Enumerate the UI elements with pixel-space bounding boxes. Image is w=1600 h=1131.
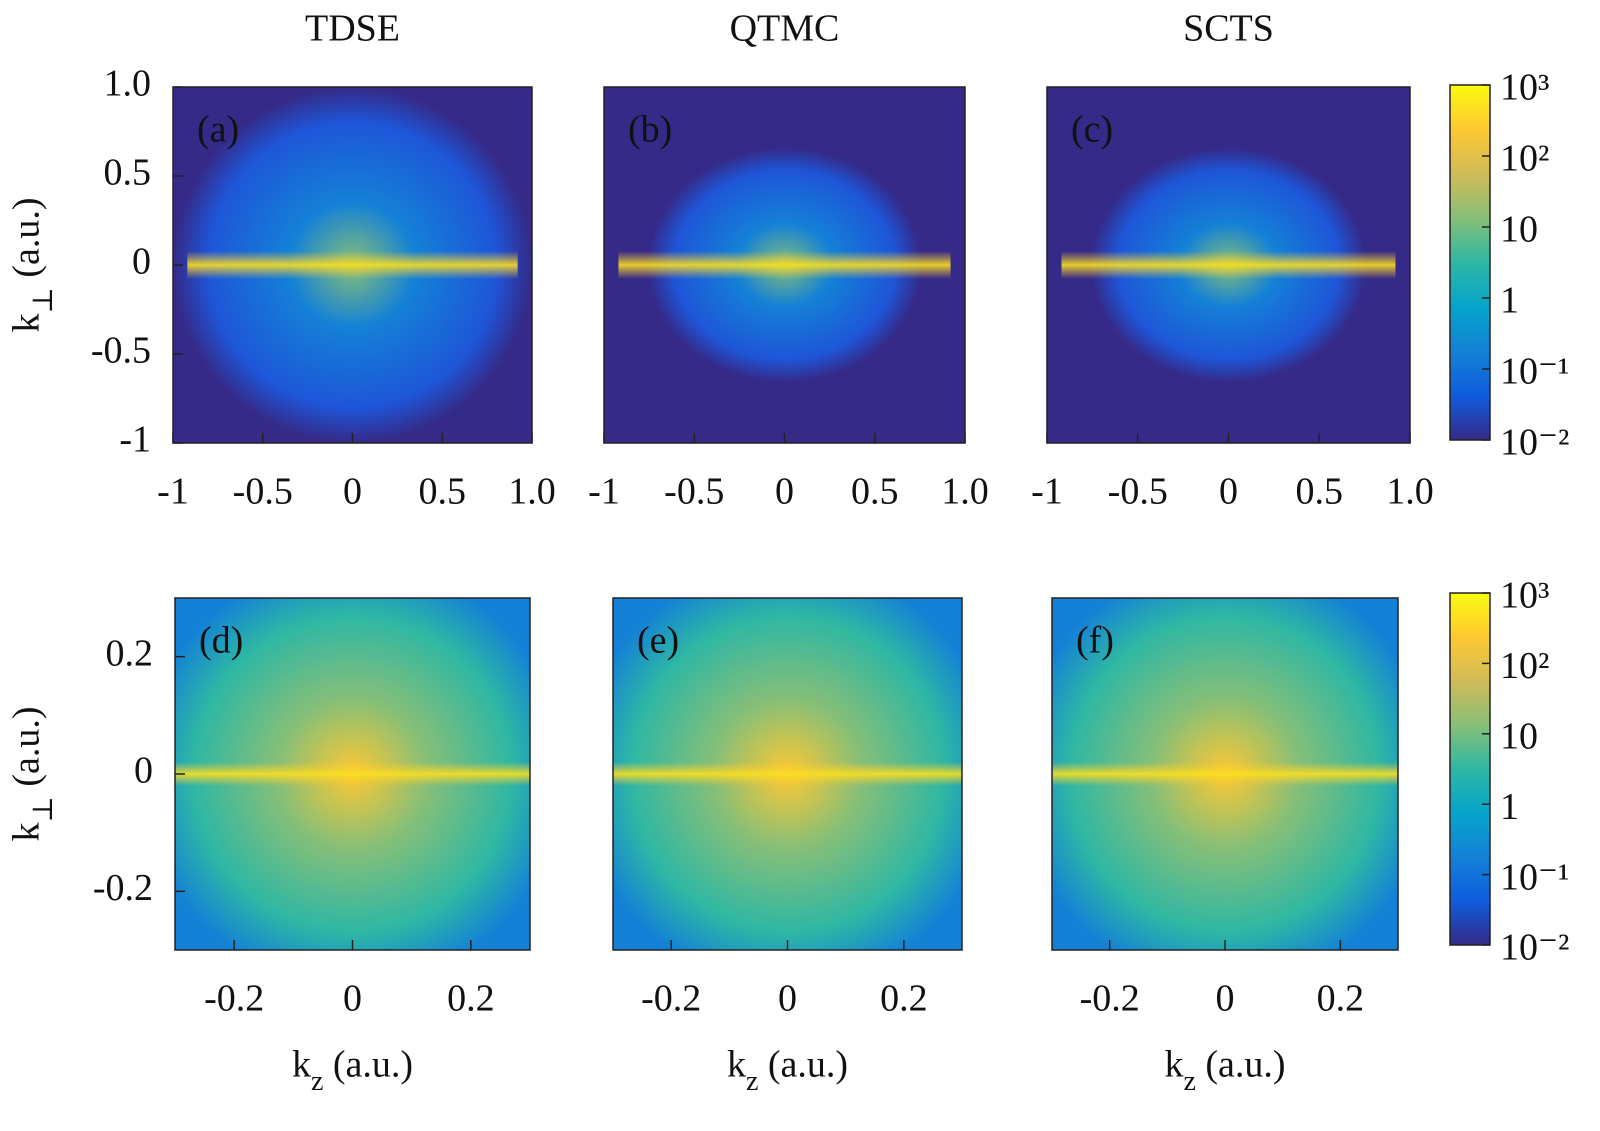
panel-label: (e) [637,620,679,662]
heatmap-band [175,762,530,786]
x-tick-label: 1.0 [941,471,989,513]
column-title: QTMC [730,8,840,50]
x-tick-label: 0.2 [880,978,928,1020]
heatmap-band [618,251,951,279]
colorbar-tick-label: 10³ [1500,575,1549,617]
x-tick-label: 0.5 [419,471,467,513]
colorbar-tick-label: 10² [1500,645,1549,687]
colorbar-tick-label: 10⁻² [1500,422,1569,464]
y-tick-label: 0.2 [106,632,154,674]
x-tick-label: -0.2 [204,978,264,1020]
x-tick-label: -1 [157,471,189,513]
panel-label: (f) [1076,620,1114,662]
panel-label: (d) [199,620,243,662]
x-tick-label: 0.2 [447,978,495,1020]
x-axis-label: kz (a.u.) [1164,1044,1285,1097]
heatmap-band [1052,762,1398,786]
colorbar-tick-label: 10⁻² [1500,927,1569,969]
x-tick-label: 0 [775,471,794,513]
colorbar-tick-label: 10² [1500,138,1549,180]
y-axis-label: k⊥ (a.u.) [6,706,59,841]
x-tick-label: -0.5 [1108,471,1168,513]
x-tick-label: 1.0 [508,471,556,513]
x-tick-label: 0.2 [1317,978,1365,1020]
colorbar [1449,84,1491,441]
colorbar-tick-label: 10⁻¹ [1500,351,1569,393]
x-tick-label: 0 [1219,471,1238,513]
x-tick-label: 1.0 [1386,471,1434,513]
x-tick-label: 0 [1216,978,1235,1020]
panel-label: (c) [1071,109,1113,151]
x-tick-label: -1 [1031,471,1063,513]
x-tick-label: 0.5 [1296,471,1344,513]
x-tick-label: -0.5 [664,471,724,513]
colorbar-tick-label: 10⁻¹ [1500,856,1569,898]
colorbar-tick-label: 1 [1500,280,1519,322]
y-axis-label: k⊥ (a.u.) [6,197,59,332]
x-tick-label: -0.2 [1080,978,1140,1020]
x-tick-label: -0.2 [641,978,701,1020]
heatmap-band [1061,251,1396,279]
column-title: TDSE [305,8,400,50]
y-tick-label: 1.0 [104,63,152,105]
y-tick-label: -0.2 [93,867,153,909]
x-tick-label: 0.5 [851,471,899,513]
column-title: SCTS [1183,8,1274,50]
y-tick-label: 0 [132,241,151,283]
heatmap-band [613,762,962,786]
y-tick-label: -0.5 [91,330,151,372]
x-tick-label: -1 [588,471,620,513]
colorbar-tick-label: 10 [1500,716,1538,758]
x-tick-label: -0.5 [233,471,293,513]
colorbar-tick-label: 1 [1500,786,1519,828]
y-tick-label: 0 [134,750,153,792]
colorbar [1449,592,1491,946]
panel-label: (b) [628,109,672,151]
x-axis-label: kz (a.u.) [727,1044,848,1097]
y-tick-label: -1 [119,419,151,461]
x-tick-label: 0 [343,978,362,1020]
x-tick-label: 0 [343,471,362,513]
heatmap-band [187,251,518,279]
x-tick-label: 0 [778,978,797,1020]
panel-label: (a) [197,109,239,151]
colorbar-tick-label: 10 [1500,209,1538,251]
y-tick-label: 0.5 [104,152,152,194]
colorbar-tick-label: 10³ [1500,67,1549,109]
x-axis-label: kz (a.u.) [292,1044,413,1097]
